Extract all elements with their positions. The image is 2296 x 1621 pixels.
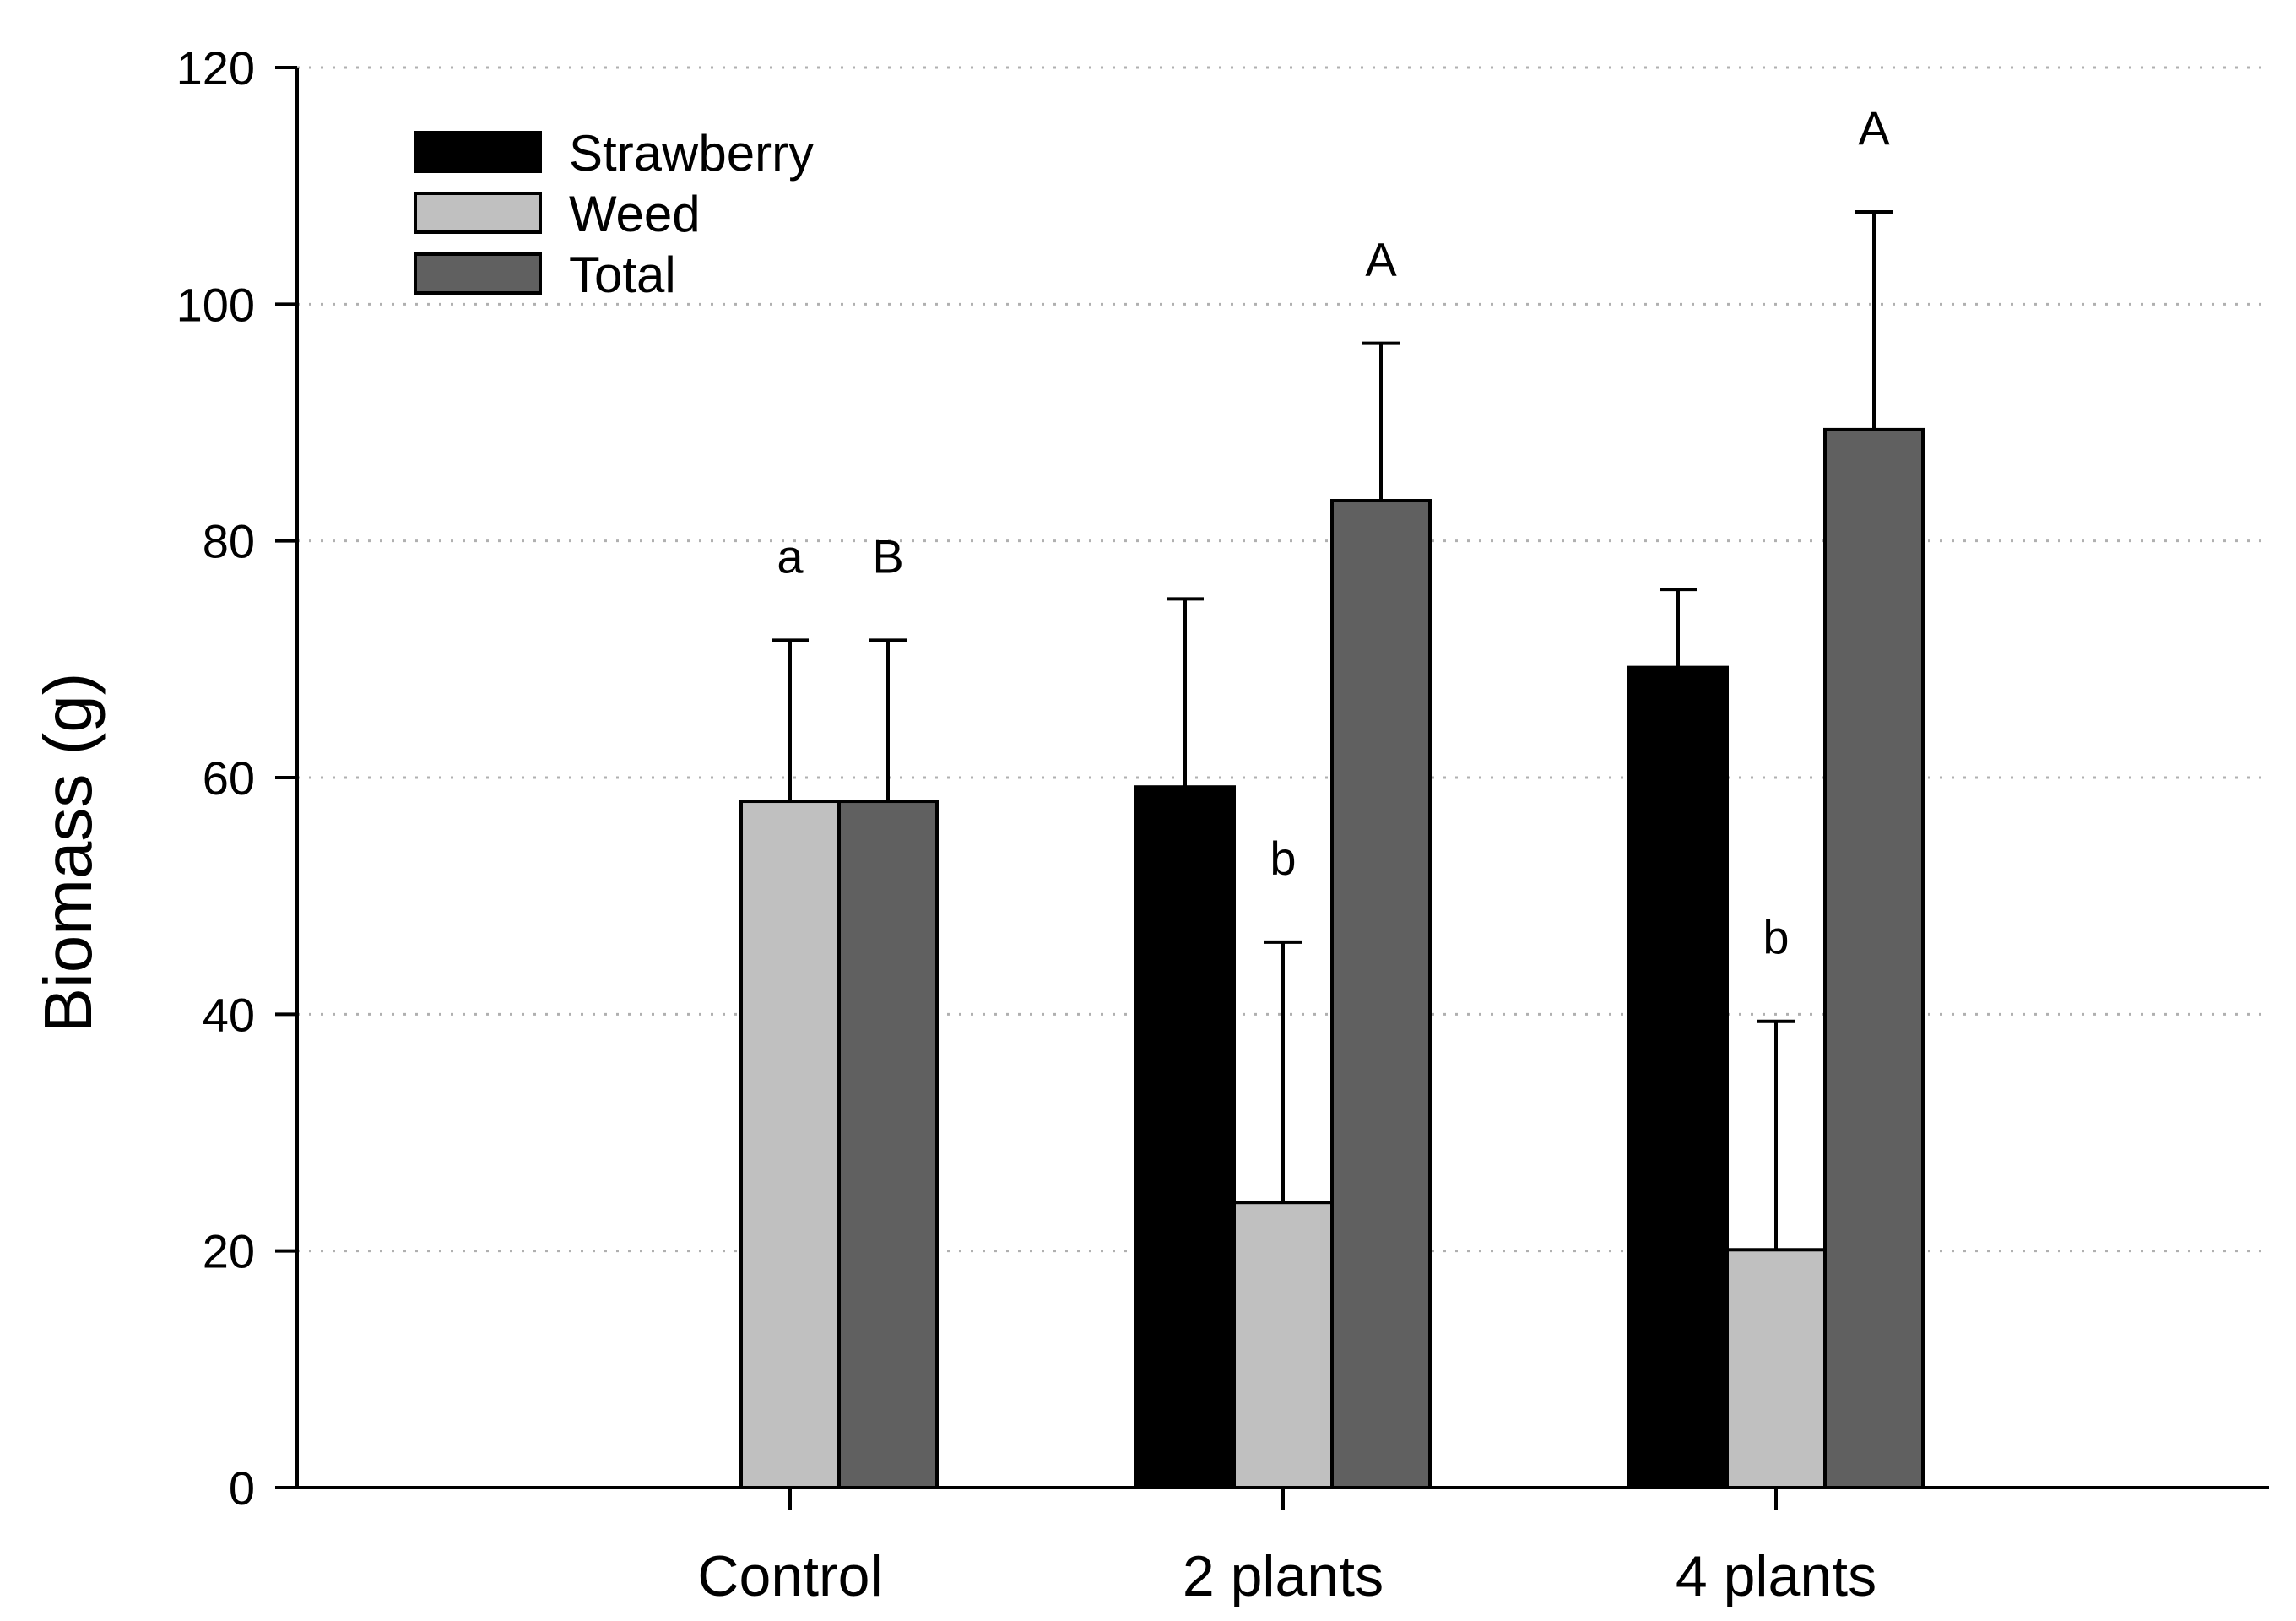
legend-swatch — [414, 131, 542, 173]
significance-label: A — [1365, 233, 1397, 286]
y-tick-label: 0 — [229, 1461, 255, 1515]
bar — [1232, 1201, 1334, 1490]
y-tick-label: 120 — [176, 41, 255, 95]
error-bar-layer — [772, 210, 1893, 1250]
significance-label: b — [1270, 832, 1296, 885]
x-tick-label: 4 plants — [1676, 1544, 1876, 1608]
grid-lines — [297, 66, 2269, 1253]
bar — [1330, 499, 1432, 1489]
y-tick-label: 80 — [203, 515, 255, 568]
significance-label: B — [872, 529, 903, 583]
bar — [1627, 665, 1729, 1489]
y-tick-label: 40 — [203, 988, 255, 1041]
significance-label-layer: a b b B A A — [777, 101, 1890, 964]
y-tick-label: 60 — [203, 751, 255, 805]
y-axis-title: Biomass (g) — [30, 673, 106, 1033]
significance-label: b — [1763, 911, 1789, 964]
bar — [1823, 427, 1925, 1489]
bar — [1134, 785, 1236, 1489]
x-tick-label: 2 plants — [1183, 1544, 1384, 1608]
legend-label: Strawberry — [569, 125, 814, 182]
bar — [1725, 1248, 1827, 1489]
axes: 0 20 40 60 80 100 120 Control 2 plants 4 plants — [176, 41, 2269, 1608]
significance-label: A — [1858, 101, 1890, 155]
y-tick-label: 100 — [176, 278, 255, 331]
bar — [739, 800, 841, 1489]
legend-swatch — [414, 252, 542, 295]
legend-label: Total — [569, 247, 676, 303]
bar-layer — [739, 427, 1925, 1490]
legend-swatch — [414, 192, 542, 234]
bar — [837, 800, 939, 1489]
legend-label: Weed — [569, 186, 701, 242]
y-tick-label: 20 — [203, 1225, 255, 1278]
x-tick-label: Control — [697, 1544, 882, 1608]
significance-label: a — [777, 529, 804, 583]
